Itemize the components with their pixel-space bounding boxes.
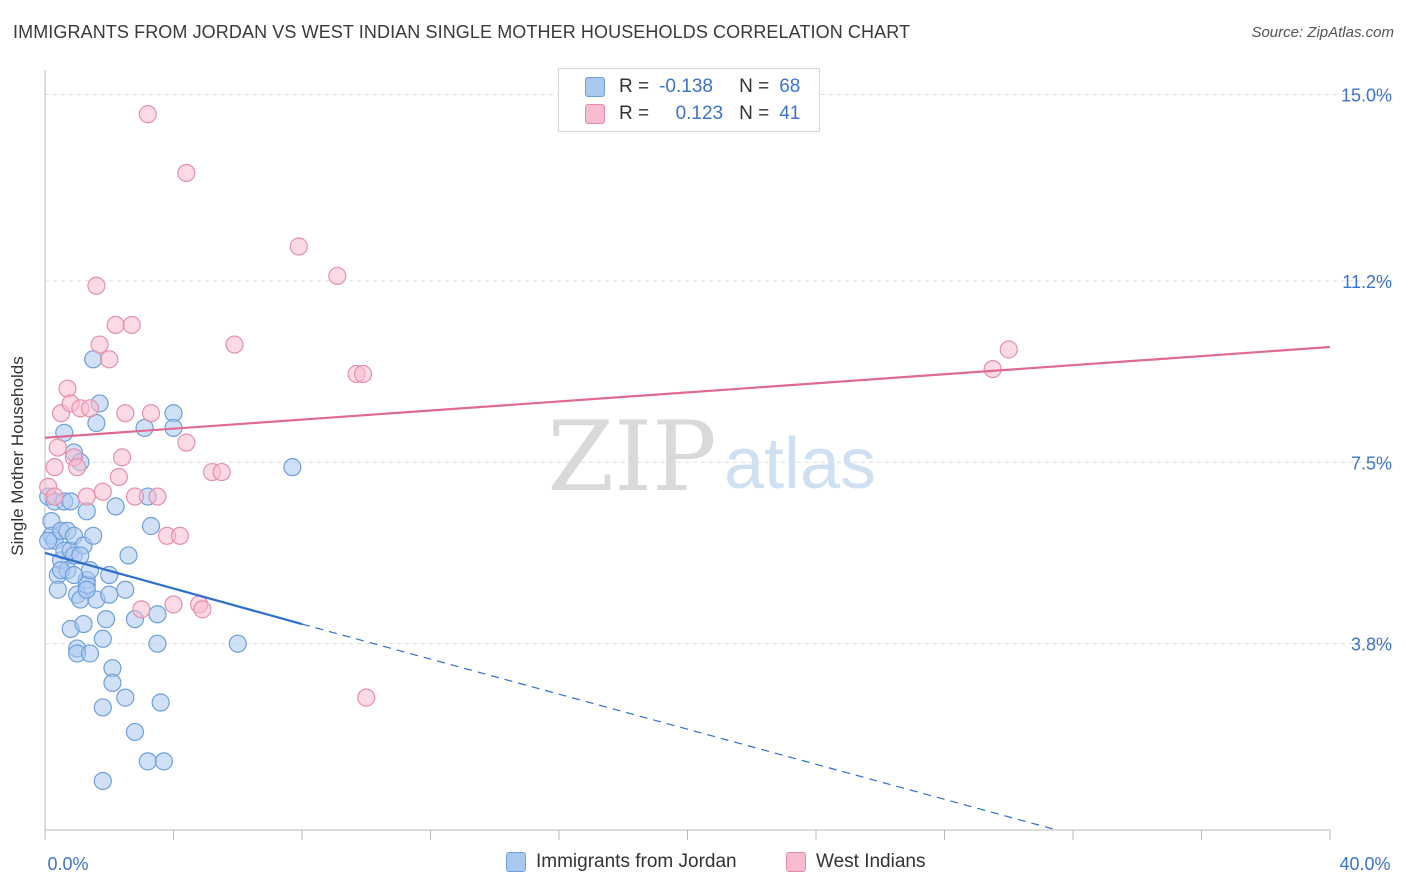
westindian-point: [87, 276, 106, 295]
jordan-point: [103, 673, 122, 693]
westindian-point: [225, 335, 244, 354]
jordan-point: [138, 752, 157, 771]
westindian-point: [357, 688, 376, 707]
y-tick-label: 7.5%: [1351, 453, 1392, 473]
westindian-point: [58, 379, 77, 398]
jordan-point: [77, 580, 96, 599]
westindian-point: [125, 487, 145, 506]
westindian-point: [148, 487, 167, 506]
legend-n-label: N =: [739, 76, 770, 97]
westindian-point: [93, 482, 112, 501]
correlation-legend: R = -0.138 N = 68 R = 0.123 N = 41: [558, 68, 820, 132]
legend-r-label: R =: [619, 76, 650, 97]
jordan-point: [64, 565, 84, 585]
legend-row-westindians: R = 0.123 N = 41: [585, 102, 800, 126]
westindian-point: [48, 438, 67, 457]
legend-n-label: N =: [739, 103, 770, 124]
jordan-point: [96, 610, 116, 629]
legend-n-value: 41: [779, 103, 801, 124]
westindian-point: [45, 487, 64, 506]
westindian-point: [177, 433, 196, 452]
westindian-point: [212, 462, 231, 482]
jordan-point: [93, 771, 112, 791]
series-swatch-jordan: [506, 852, 526, 872]
jordan-point: [39, 531, 58, 550]
jordan-point: [228, 634, 247, 653]
westindian-point: [289, 237, 308, 256]
y-tick-label: 15.0%: [1341, 86, 1392, 106]
x-tick-label: 40.0%: [1339, 854, 1390, 874]
watermark-atlas: atlas: [724, 424, 876, 504]
source-credit: Source: ZipAtlas.com: [1251, 24, 1394, 41]
westindian-point: [116, 404, 135, 423]
legend-swatch-westindians: [585, 104, 605, 124]
westindian-point: [999, 340, 1018, 359]
legend-row-jordan: R = -0.138 N = 68: [585, 75, 800, 99]
jordan-point: [93, 698, 112, 717]
legend-swatch-jordan: [585, 77, 605, 97]
series-legend-label: Immigrants from Jordan: [536, 851, 737, 872]
watermark-zip: ZIP: [547, 401, 716, 513]
series-legend-label: West Indians: [816, 851, 926, 872]
westindian-point: [193, 600, 212, 619]
westindian-point: [109, 467, 128, 487]
jordan-point: [84, 526, 103, 545]
series-legend-westindians[interactable]: West Indians: [786, 851, 925, 873]
legend-n-value: 68: [779, 76, 801, 97]
legend-r-label: R =: [619, 103, 650, 124]
westindian-trend-line: [44, 345, 1331, 439]
jordan-point: [48, 580, 67, 599]
chart-title: IMMIGRANTS FROM JORDAN VS WEST INDIAN SI…: [13, 22, 911, 42]
jordan-point: [74, 614, 93, 634]
jordan-point: [93, 629, 112, 648]
westindian-point: [100, 350, 119, 369]
jordan-point: [151, 693, 170, 712]
series-swatch-westindians: [786, 852, 806, 872]
y-tick-label: 11.2%: [1342, 272, 1392, 292]
legend-r-value: 0.123: [675, 103, 724, 124]
westindian-point: [68, 458, 87, 477]
jordan-point: [61, 492, 80, 511]
jordan-point: [106, 497, 125, 516]
jordan-trend-line: [44, 551, 303, 626]
westindian-point: [164, 595, 183, 614]
westindian-point: [106, 315, 125, 335]
jordan-point: [80, 644, 100, 663]
jordan-point: [148, 634, 167, 653]
westindian-point: [77, 487, 96, 506]
westindian-point: [353, 364, 373, 384]
jordan-point: [125, 722, 145, 742]
x-tick-label: 0.0%: [47, 854, 88, 874]
westindian-point: [90, 335, 109, 354]
jordan-point: [148, 605, 167, 624]
westindian-point: [80, 399, 100, 418]
jordan-point: [154, 752, 173, 771]
jordan-point: [116, 688, 135, 707]
westindian-point: [112, 448, 132, 467]
legend-r-value: -0.138: [659, 76, 713, 97]
jordan-point: [71, 546, 90, 565]
westindian-point: [170, 526, 190, 545]
jordan-point: [141, 516, 161, 536]
westindian-point: [45, 458, 64, 477]
y-tick-label: 3.8%: [1351, 635, 1392, 655]
westindian-point: [177, 163, 196, 183]
jordan-point: [283, 458, 302, 477]
jordan-trend-extension: [301, 623, 1058, 831]
westindian-point: [138, 105, 157, 124]
westindian-point: [983, 359, 1002, 379]
westindian-point: [122, 315, 141, 335]
westindian-point: [132, 600, 151, 619]
jordan-point: [100, 585, 119, 604]
y-axis-label: Single Mother Households: [8, 356, 27, 556]
jordan-point: [116, 580, 135, 599]
jordan-point: [119, 546, 138, 565]
series-legend: Immigrants from Jordan West Indians: [0, 851, 1406, 877]
westindian-point: [141, 404, 161, 423]
series-legend-jordan[interactable]: Immigrants from Jordan: [506, 851, 737, 873]
westindian-point: [328, 266, 347, 286]
